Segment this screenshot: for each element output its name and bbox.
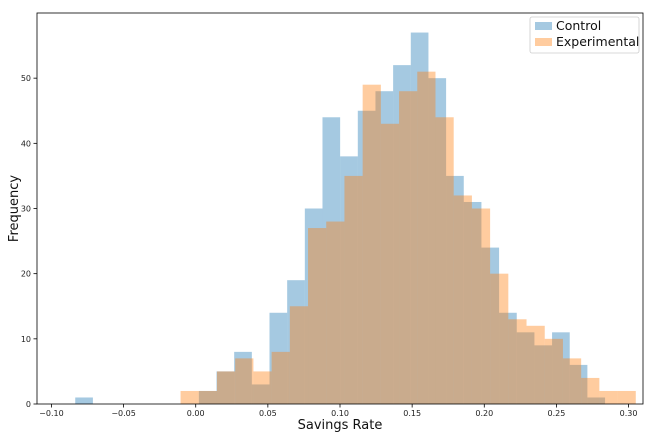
- bar-control-8: [216, 371, 235, 404]
- legend: Control Experimental: [529, 16, 640, 54]
- bar-control-12: [287, 280, 305, 404]
- bar-experimental-20: [544, 338, 563, 404]
- bar-control-25: [516, 332, 535, 404]
- y-tick-label: 40: [21, 139, 31, 148]
- bar-experimental-8: [326, 221, 345, 404]
- x-tick-label: 0.30: [620, 409, 638, 418]
- bar-experimental-24: [617, 390, 636, 404]
- bar-experimental-3: [235, 358, 254, 404]
- bar-experimental-16: [471, 208, 491, 404]
- bar-control-26: [534, 345, 553, 404]
- legend-label-control: Control: [556, 18, 601, 33]
- y-tick-label: 20: [21, 270, 31, 279]
- x-tick-label: 0.00: [187, 409, 205, 418]
- x-tick-label: −0.05: [111, 409, 136, 418]
- bar-control-18: [393, 65, 411, 404]
- legend-box: [529, 16, 640, 54]
- bar-control-19: [410, 32, 429, 405]
- bar-control-0: [75, 397, 93, 404]
- bar-control-28: [569, 364, 588, 404]
- bar-experimental-14: [435, 117, 454, 405]
- bar-experimental-0: [180, 390, 199, 404]
- bar-control-9: [234, 351, 252, 404]
- y-tick-label: 0: [26, 400, 31, 409]
- bar-experimental-11: [380, 123, 400, 405]
- bar-control-7: [198, 390, 217, 404]
- bar-experimental-22: [581, 377, 600, 404]
- y-axis-ticks: 0 10 20 30 40 50: [21, 74, 37, 409]
- bar-control-15: [340, 156, 358, 404]
- bar-control-23: [481, 247, 500, 404]
- x-tick-label: 0.05: [259, 409, 277, 418]
- y-tick-label: 50: [21, 74, 31, 83]
- x-tick-label: 0.20: [475, 409, 493, 418]
- y-axis-label: Frequency: [7, 175, 22, 242]
- bar-experimental-18: [508, 319, 527, 404]
- bar-experimental-7: [308, 228, 327, 404]
- x-tick-label: 0.15: [403, 409, 421, 418]
- bar-experimental-17: [490, 273, 509, 404]
- bar-experimental-21: [562, 358, 582, 404]
- legend-label-experimental: Experimental: [556, 34, 639, 49]
- bar-control-13: [304, 208, 323, 404]
- bar-experimental-12: [399, 91, 418, 404]
- bar-control-14: [322, 117, 341, 405]
- bar-control-22: [463, 201, 482, 404]
- bar-experimental-10: [362, 84, 381, 404]
- bar-control-11: [269, 312, 288, 404]
- bar-experimental-6: [289, 306, 309, 404]
- legend-swatch-control: [535, 22, 552, 30]
- y-tick-label: 10: [21, 335, 31, 344]
- bar-experimental-19: [526, 325, 545, 404]
- bars-layer: [75, 32, 636, 405]
- bar-control-21: [446, 175, 464, 404]
- bar-control-16: [357, 110, 376, 404]
- bar-experimental-13: [417, 71, 436, 405]
- bar-experimental-15: [453, 195, 472, 404]
- legend-swatch-experimental: [535, 38, 552, 46]
- bar-experimental-2: [216, 371, 236, 404]
- bar-control-29: [587, 397, 606, 404]
- x-tick-label: 0.25: [548, 409, 566, 418]
- bar-control-10: [251, 384, 270, 404]
- bar-experimental-1: [198, 390, 217, 404]
- bar-control-24: [499, 312, 517, 404]
- x-tick-label: −0.10: [39, 409, 64, 418]
- x-axis-label: Savings Rate: [298, 418, 383, 433]
- bar-control-27: [552, 332, 570, 404]
- bar-experimental-4: [253, 371, 272, 404]
- x-axis-ticks: −0.10 −0.05 0.00 0.05 0.10 0.15 0.20 0.25 0.30: [39, 404, 637, 418]
- bar-control-17: [375, 91, 394, 404]
- bar-experimental-9: [344, 175, 363, 404]
- bar-experimental-5: [271, 351, 290, 404]
- bar-experimental-23: [599, 390, 618, 404]
- bar-control-20: [428, 78, 447, 405]
- y-tick-label: 30: [21, 205, 31, 214]
- x-tick-label: 0.10: [331, 409, 349, 418]
